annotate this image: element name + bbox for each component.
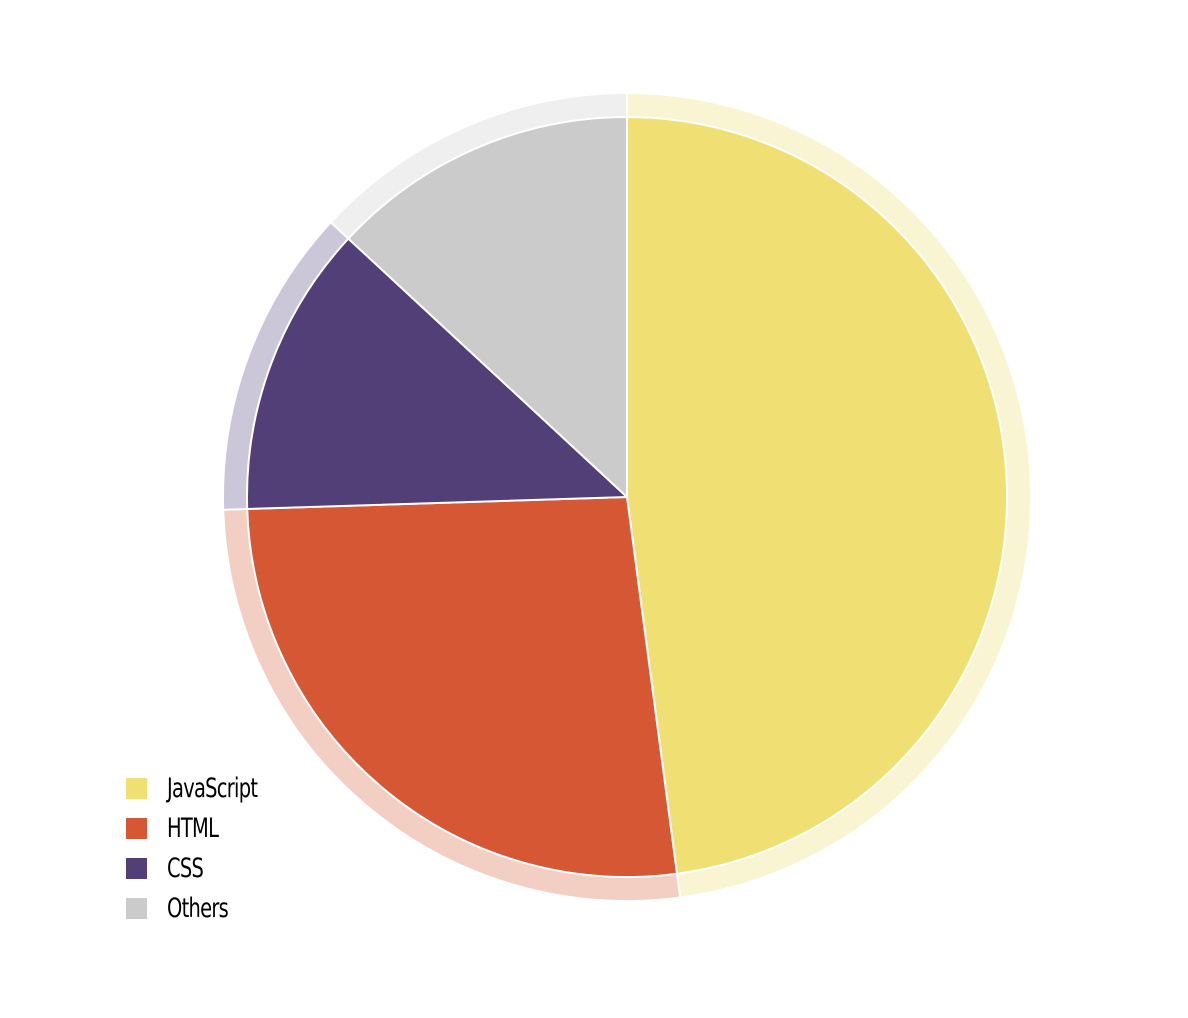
pie-slice-css[interactable] [246, 237, 628, 510]
pie-slice-javascript[interactable] [626, 116, 1009, 875]
legend-swatch-javascript [126, 777, 147, 799]
pie-slice-others[interactable] [347, 116, 628, 498]
chart-legend: JavaScript HTML CSS Others [126, 768, 292, 928]
legend-swatch-html [126, 817, 147, 839]
legend-item-javascript: JavaScript [126, 768, 292, 808]
legend-label-html: HTML [167, 812, 219, 844]
legend-item-html: HTML [126, 808, 292, 848]
legend-label-others: Others [167, 892, 229, 924]
legend-label-javascript: JavaScript [167, 772, 258, 804]
pie-slice-layer [246, 116, 1009, 878]
legend-swatch-others [126, 897, 147, 919]
legend-item-css: CSS [126, 848, 292, 888]
legend-label-css: CSS [167, 852, 204, 884]
legend-swatch-css [126, 857, 147, 879]
pie-slice-html[interactable] [246, 496, 678, 878]
legend-item-others: Others [126, 888, 292, 928]
